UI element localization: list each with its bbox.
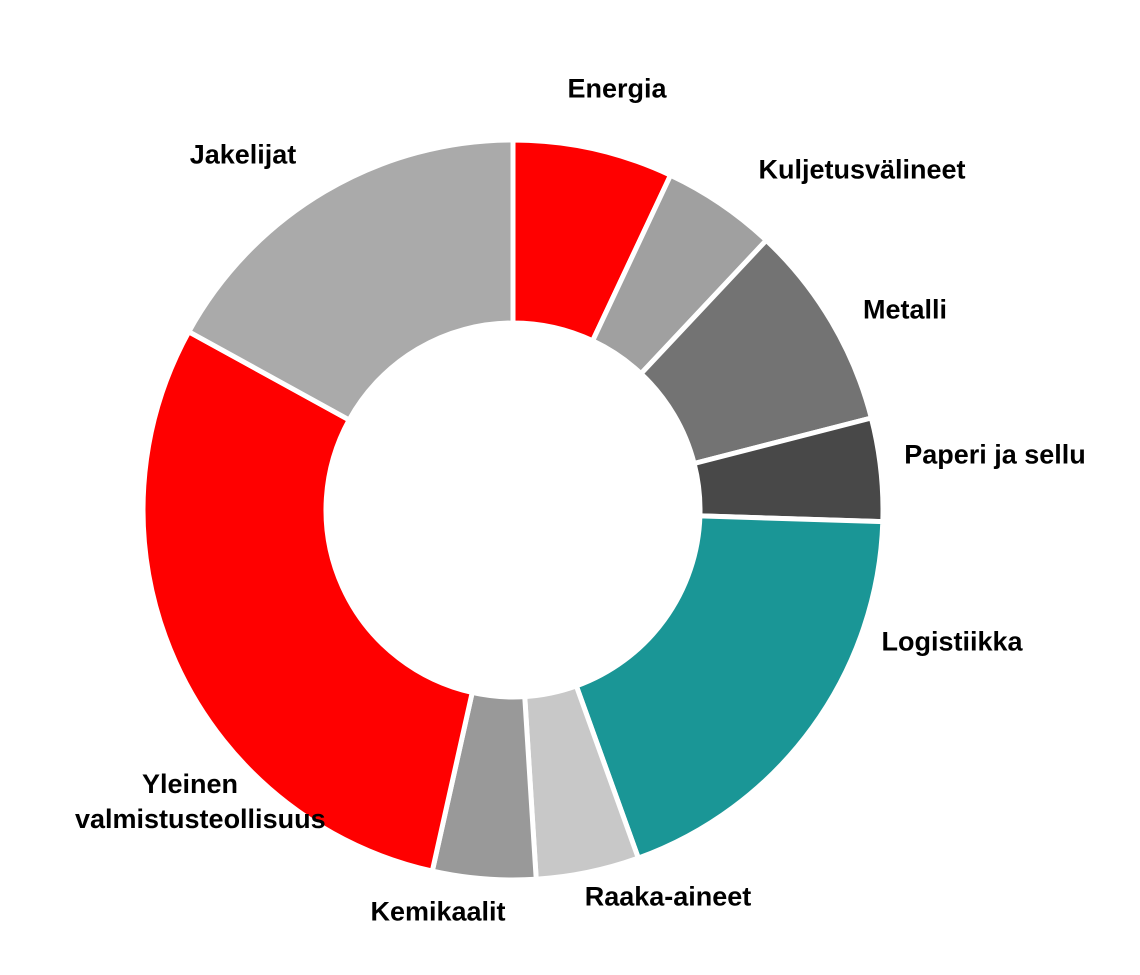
donut-slice xyxy=(573,513,886,862)
slice-label: Energia xyxy=(567,73,667,104)
slice-label: Kemikaalit xyxy=(370,896,506,927)
slice-label: Yleinen valmistusteollisuus xyxy=(75,769,326,834)
slice-label: Jakelijat xyxy=(189,139,297,170)
slice-label: Metalli xyxy=(862,294,948,325)
slice-label: Raaka-aineet xyxy=(584,881,752,912)
donut-slice xyxy=(185,137,516,424)
slice-label: Logistiikka xyxy=(881,626,1023,657)
slice-label: Paperi ja sellu xyxy=(904,439,1086,470)
donut-slice xyxy=(140,328,476,875)
slice-label: Kuljetusvälineet xyxy=(758,154,966,185)
